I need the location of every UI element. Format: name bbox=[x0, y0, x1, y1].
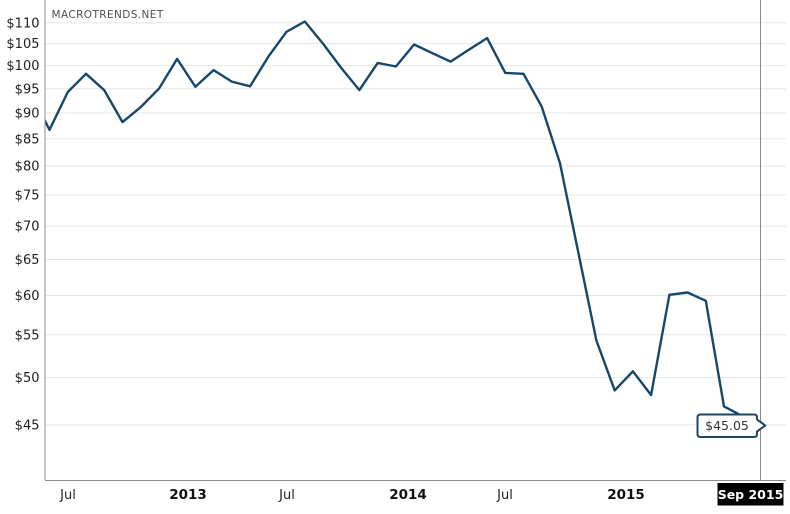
y-axis-label: $95 bbox=[15, 82, 40, 97]
y-axis-label: $110 bbox=[6, 16, 39, 31]
y-axis-label: $70 bbox=[15, 220, 40, 235]
x-axis-label: 2015 bbox=[607, 487, 645, 503]
plot-area[interactable] bbox=[45, 0, 786, 480]
x-axis-label: Jul bbox=[278, 488, 295, 503]
y-axis-label: $50 bbox=[15, 371, 40, 386]
date-badge: Sep 2015 bbox=[717, 483, 784, 506]
price-tooltip: $45.05 bbox=[696, 413, 767, 439]
y-axis-labels: $110 $105 $100 $95 $90 $85 $80 $75 $70 $65 $60 $55 $… bbox=[6, 16, 39, 433]
date-badge-label: Sep 2015 bbox=[718, 487, 784, 502]
x-axis-label: Jul bbox=[59, 488, 76, 503]
price-line[interactable] bbox=[31, 20, 762, 426]
y-axis-label: $90 bbox=[15, 107, 40, 122]
y-axis-label: $100 bbox=[6, 59, 39, 74]
tooltip-box bbox=[696, 413, 767, 439]
x-axis-label: Jul bbox=[496, 488, 513, 503]
y-axis-label: $65 bbox=[15, 253, 40, 268]
y-axis-label: $105 bbox=[6, 37, 39, 52]
y-axis-label: $55 bbox=[15, 328, 40, 343]
y-axis-label: $45 bbox=[15, 419, 40, 434]
x-axis-label: 2013 bbox=[169, 487, 207, 503]
y-axis-label: $85 bbox=[15, 132, 40, 147]
date-badge-background bbox=[717, 483, 784, 506]
gridlines bbox=[45, 22, 786, 426]
watermark: MACROTRENDS.NET bbox=[52, 9, 164, 21]
x-axis-labels: Jul 2013 Jul 2014 Jul 2015 bbox=[59, 487, 645, 503]
x-axis-label: 2014 bbox=[389, 487, 427, 503]
y-axis-label: $80 bbox=[15, 160, 40, 175]
y-axis-label: $60 bbox=[15, 289, 40, 304]
tooltip-value: $45.05 bbox=[705, 418, 749, 433]
y-axis-label: $75 bbox=[15, 189, 40, 204]
